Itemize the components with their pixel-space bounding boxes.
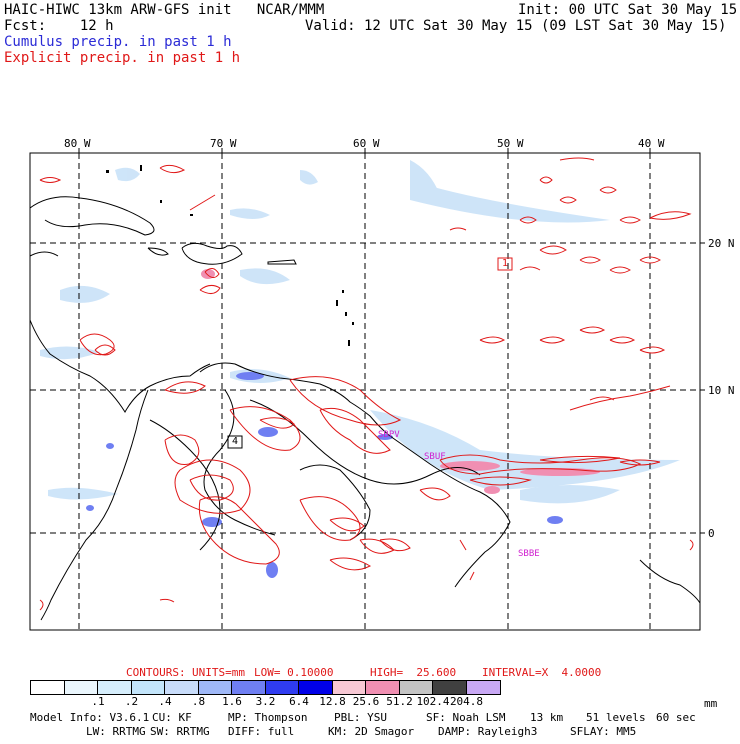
legend-tick-label: 12.8	[319, 695, 346, 708]
domain-box-1	[497, 257, 513, 271]
contours-info: CONTOURS: UNITS=mm LOW= 0.10000 HIGH= 25…	[0, 666, 740, 744]
lon-label-50w: 50 W	[497, 137, 524, 150]
legend-tick-label: .2	[124, 695, 139, 708]
domain-box-4	[227, 435, 243, 449]
legend-tick-label: 6.4	[289, 695, 309, 708]
explicit-precip-contours	[39, 157, 694, 611]
legend-swatch	[31, 681, 65, 694]
legend-unit: mm	[704, 697, 718, 710]
model-info-item: SW: RRTMG	[150, 725, 210, 738]
station-sbbe: SBBE	[518, 549, 540, 559]
box-label-1: 1	[502, 258, 509, 269]
legend-swatch	[165, 681, 199, 694]
contours-units: UNITS=mm	[192, 666, 245, 679]
legend-swatch	[332, 681, 366, 694]
legend-tick-label: .1	[91, 695, 105, 708]
model-info-item: SFLAY: MM5	[570, 725, 637, 738]
legend-tick-label: 3.2	[255, 695, 276, 708]
legend-swatch	[64, 681, 98, 694]
legend-tick-label: 102.4	[416, 695, 450, 708]
legend-swatch	[366, 681, 400, 694]
valid-time: Valid: 12 UTC Sat 30 May 15 (09 LST Sat …	[305, 18, 727, 34]
lon-label-40w: 40 W	[638, 137, 665, 150]
legend-swatch	[131, 681, 165, 694]
lat-label-equator: 0	[708, 527, 715, 540]
station-sbuf: SBUF	[424, 452, 446, 462]
heavy-precip-band	[201, 269, 600, 494]
contours-low: LOW= 0.10000	[254, 666, 334, 679]
box-label-4: 4	[232, 436, 239, 447]
legend-swatch	[299, 681, 333, 694]
legend-tick-label: 204.8	[449, 695, 484, 708]
model-info-item: PBL: YSU	[334, 711, 387, 724]
legend-swatch	[265, 681, 299, 694]
explicit-legend-text: Explicit precip. in past 1 h	[4, 50, 241, 66]
contours-label: CONTOURS:	[126, 666, 186, 679]
model-info-item: DAMP: Rayleigh3	[438, 725, 538, 738]
model-info-item: SF: Noah LSM	[426, 711, 506, 724]
model-info-item: 13 km	[530, 711, 564, 724]
legend-swatch	[232, 681, 266, 694]
legend-swatch	[198, 681, 232, 694]
axis-ticks	[78, 148, 705, 534]
legend-tick-label: .4	[158, 695, 172, 708]
legend-tick-label: 51.2	[386, 695, 413, 708]
init-time: Init: 00 UTC Sat 30 May 15	[518, 2, 738, 18]
forecast-hour: Fcst: 12 h	[4, 18, 114, 34]
graticule	[30, 153, 700, 630]
legend-tick-label: .8	[191, 695, 206, 708]
station-sbpv: SBPV	[378, 430, 400, 440]
islands	[106, 165, 354, 346]
coastlines	[29, 196, 701, 621]
lat-label-20n: 20 N	[708, 237, 735, 250]
model-info-item: CU: KF	[152, 711, 192, 724]
model-info-item: KM: 2D Smagor	[328, 725, 415, 738]
legend-swatch	[433, 681, 467, 694]
legend-tick-label: 1.6	[222, 695, 242, 708]
contours-high: HIGH= 25.600	[370, 666, 457, 679]
legend-swatch	[399, 681, 433, 694]
model-info-item: DIFF: full	[228, 725, 295, 738]
lon-label-70w: 70 W	[210, 137, 237, 150]
lon-label-60w: 60 W	[353, 137, 380, 150]
lat-label-10n: 10 N	[708, 384, 735, 397]
model-info-item: 51 levels	[586, 711, 646, 724]
lon-label-80w: 80 W	[64, 137, 91, 150]
model-info-item: Model Info: V3.6.1	[30, 711, 150, 724]
model-info-item: MP: Thompson	[228, 711, 308, 724]
legend-tick-label: 25.6	[352, 695, 380, 708]
model-info-item: 60 sec	[656, 711, 696, 724]
precip-color-legend	[30, 680, 501, 695]
legend-swatch	[98, 681, 132, 694]
model-info-item: LW: RRTMG	[86, 725, 146, 738]
cumulus-legend-text: Cumulus precip. in past 1 h	[4, 34, 232, 50]
plot-title: HAIC-HIWC 13km ARW-GFS init NCAR/MMM	[4, 2, 325, 18]
contours-interval: INTERVAL=X 4.0000	[482, 666, 602, 679]
legend-swatch	[466, 681, 500, 694]
